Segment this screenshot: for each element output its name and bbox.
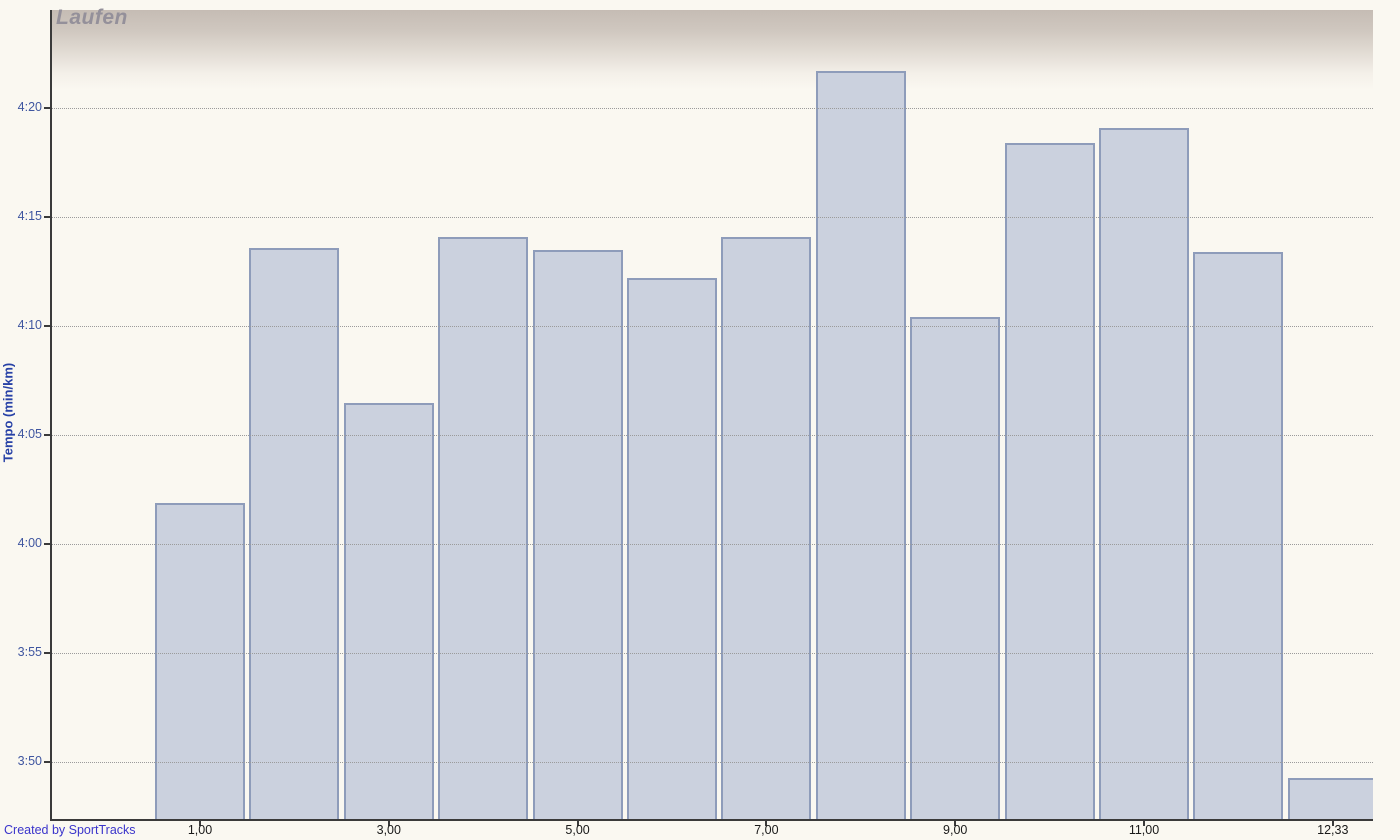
h-gridline-4:20 <box>52 108 1373 110</box>
pace-bar-km-9,00[interactable] <box>910 317 1001 819</box>
pace-bar-km-5,00[interactable] <box>532 249 623 819</box>
y-tick-mark <box>44 107 51 110</box>
x-tick-label: 5,00 <box>565 823 590 837</box>
x-tick-mark <box>1331 821 1334 826</box>
sporttracks-credit-link[interactable]: Created by SportTracks <box>4 823 136 837</box>
x-axis-line <box>50 819 1373 821</box>
x-tick-mark <box>954 821 957 826</box>
x-tick-mark <box>765 821 768 826</box>
y-tick-mark <box>44 325 51 328</box>
y-tick-label: 3:50 <box>17 754 42 769</box>
y-tick-label: 4:05 <box>17 427 42 442</box>
x-tick-mark <box>199 821 201 826</box>
y-tick-label: 4:15 <box>17 209 42 224</box>
y-tick-label: 4:10 <box>17 318 42 333</box>
pace-bar-km-6,00[interactable] <box>627 278 717 819</box>
h-gridline-4:00 <box>52 544 1373 546</box>
y-tick-mark <box>44 543 51 546</box>
y-tick-mark <box>44 761 51 764</box>
chart-title: Laufen <box>56 6 128 29</box>
pace-bar-km-10,00[interactable] <box>1004 143 1095 819</box>
y-axis-title: Tempo (min/km) <box>0 362 16 463</box>
y-tick-label: 4:00 <box>17 536 42 551</box>
y-tick-label: 3:55 <box>17 645 42 660</box>
x-tick-mark <box>387 821 390 826</box>
x-tick-label: 9,00 <box>943 823 968 837</box>
pace-bar-km-1,00[interactable] <box>155 502 245 819</box>
pace-bar-km-12,33[interactable] <box>1287 777 1373 819</box>
pace-bar-km-11,00[interactable] <box>1099 127 1189 819</box>
h-gridline-4:10 <box>52 326 1373 328</box>
x-tick-mark <box>576 821 579 826</box>
pace-bar-km-2,00[interactable] <box>249 247 340 819</box>
pace-bar-km-3,00[interactable] <box>343 402 434 819</box>
h-gridline-4:15 <box>52 217 1373 219</box>
y-tick-label: 4:20 <box>17 100 42 115</box>
h-gridline-4:05 <box>52 435 1373 437</box>
x-tick-label: 3,00 <box>376 823 401 837</box>
y-tick-mark <box>44 652 51 655</box>
plot-top-gradient-band <box>52 10 1373 90</box>
plot-area <box>52 10 1373 819</box>
x-tick-mark <box>1143 821 1145 826</box>
x-tick-label: 11,00 <box>1128 823 1160 837</box>
y-axis-line <box>50 10 52 821</box>
x-tick-label: 7,00 <box>754 823 779 837</box>
pace-bar-km-8,00[interactable] <box>815 71 906 819</box>
h-gridline-3:50 <box>52 762 1373 764</box>
pace-bar-km-7,00[interactable] <box>721 236 812 819</box>
pace-bar-km-4,00[interactable] <box>438 236 529 819</box>
x-tick-label: 1,00 <box>187 823 213 837</box>
x-tick-label: 12,33 <box>1317 823 1349 837</box>
pace-bar-km-12,00[interactable] <box>1193 252 1284 819</box>
y-tick-mark <box>44 216 51 219</box>
y-tick-mark <box>44 434 51 437</box>
h-gridline-3:55 <box>52 653 1373 655</box>
